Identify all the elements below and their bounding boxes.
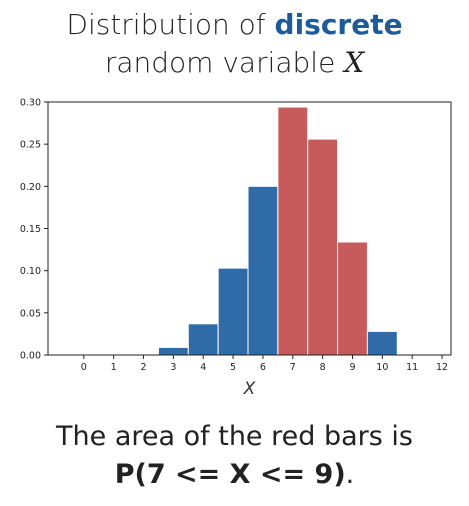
title-line2-text: random variable xyxy=(104,46,345,79)
caption: The area of the red bars is P(7 <= X <= … xyxy=(0,418,469,494)
x-tick-label: 9 xyxy=(349,362,355,373)
x-tick-label: 12 xyxy=(436,362,448,373)
x-tick-label: 2 xyxy=(141,362,147,373)
bar-x-9 xyxy=(337,241,368,356)
y-tick-label: 0.00 xyxy=(20,351,41,362)
y-tick-label: 0.05 xyxy=(20,308,41,319)
bar-x-4 xyxy=(187,323,219,356)
x-tick-label: 7 xyxy=(290,362,296,373)
bar-x-3 xyxy=(157,346,189,356)
x-tick-label: 4 xyxy=(200,362,206,373)
x-tick-label: 1 xyxy=(111,362,117,373)
y-tick-label: 0.25 xyxy=(20,140,41,151)
title-variable: X xyxy=(344,46,365,79)
caption-expression: P(7 <= X <= 9) xyxy=(114,459,346,490)
y-tick-label: 0.20 xyxy=(20,182,41,193)
caption-period: . xyxy=(345,459,355,490)
y-tick-label: 0.15 xyxy=(20,224,41,235)
y-tick-label: 0.10 xyxy=(20,266,41,277)
chart-title: Distribution of discrete random variable… xyxy=(0,6,469,82)
x-tick-label: 8 xyxy=(320,362,326,373)
x-axis-label: X xyxy=(243,379,256,399)
x-tick-label: 11 xyxy=(406,362,418,373)
caption-line-1: The area of the red bars is xyxy=(56,421,413,452)
x-tick-label: 6 xyxy=(260,362,266,373)
bar-x-8 xyxy=(307,138,339,356)
x-tick-label: 3 xyxy=(170,362,176,373)
title-line-2: random variable X xyxy=(0,44,469,82)
caption-line-2: P(7 <= X <= 9). xyxy=(0,456,469,494)
bar-x-5 xyxy=(217,267,249,356)
title-line-1: Distribution of discrete xyxy=(0,6,469,44)
x-tick-label: 5 xyxy=(230,362,236,373)
x-tick-label: 0 xyxy=(81,362,87,373)
bar-x-7 xyxy=(277,106,309,356)
title-accent: discrete xyxy=(274,8,403,41)
bar-x-10 xyxy=(366,330,398,356)
title-prefix: Distribution of xyxy=(66,8,275,41)
bar-x-6 xyxy=(247,185,279,356)
y-tick-label: 0.30 xyxy=(20,98,41,109)
pmf-bar-chart: 0.000.050.100.150.200.250.300 1 2 3 4 5 6 7 8 9 10… xyxy=(20,98,452,399)
x-tick-label: 10 xyxy=(376,362,388,373)
